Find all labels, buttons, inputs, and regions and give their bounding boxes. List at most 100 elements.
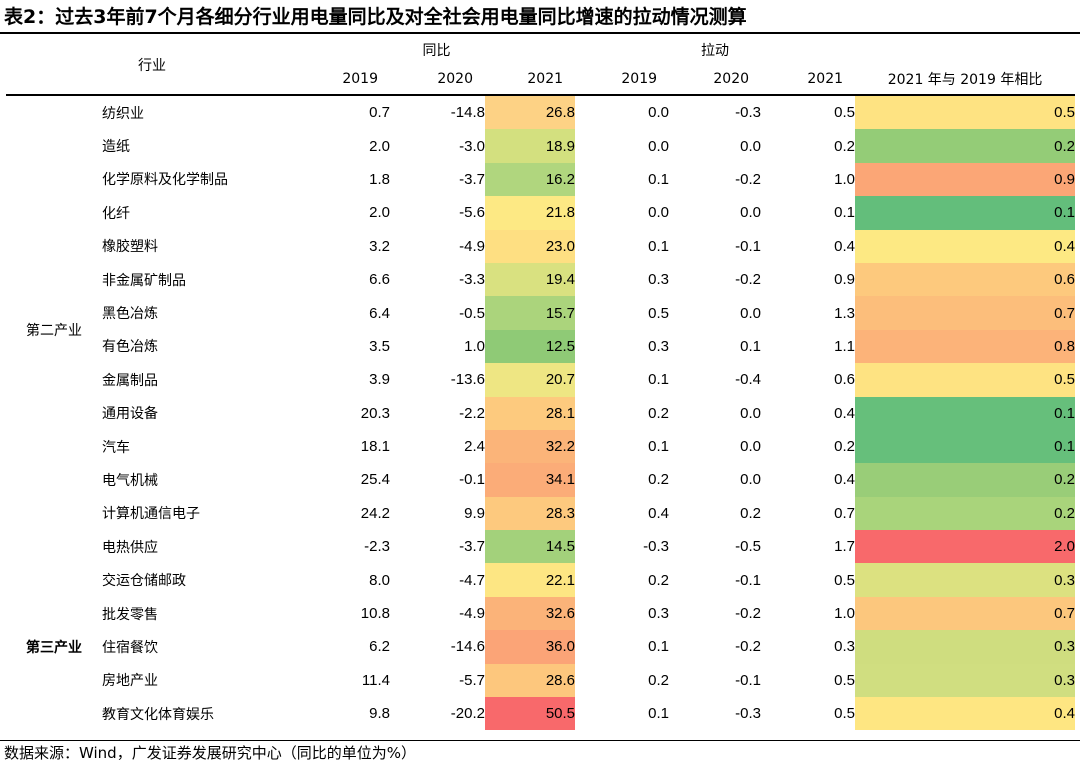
category-secondary: 第二产业: [26, 322, 82, 339]
industry-name: 橡胶塑料: [102, 239, 158, 256]
pull-2020: 0.0: [740, 404, 762, 422]
yoy-2019: 11.4: [361, 671, 390, 689]
header-group-yoy: 同比: [422, 42, 451, 59]
table-row: 橡胶塑料 3.2 -4.9 23.0 0.1 -0.1 0.4 0.4: [6, 229, 1076, 263]
yoy-2020: -0.5: [459, 304, 485, 322]
pull-2019: -0.3: [643, 538, 670, 556]
table-row: 第三产业 交运仓储邮政 8.0 -4.7 22.1 0.2 -0.1 0.5 0.3: [6, 563, 1076, 656]
header-compare: 2021 年与 2019 年相比: [855, 64, 1076, 96]
table-row: 第二产业 纺织业 0.7 -14.8 26.8 0.0 -0.3 0.5 0.5: [6, 95, 1076, 339]
industry-name: 通用设备: [102, 406, 158, 423]
pull-2021: 0.2: [834, 438, 856, 456]
industry-name: 化学原料及化学制品: [102, 172, 228, 189]
table-row: 住宿餐饮 6.2 -14.6 36.0 0.1 -0.2 0.3 0.3: [6, 630, 1076, 664]
yoy-2020: -3.0: [459, 137, 485, 155]
yoy-2019: -2.3: [364, 538, 390, 556]
compare-value: 0.2: [855, 463, 1076, 497]
pull-2019: 0.1: [648, 237, 670, 255]
yoy-2020: 9.9: [464, 504, 485, 522]
pull-2021: 0.4: [834, 404, 856, 422]
table-title: 表2：过去3年前7个月各细分行业用电量同比及对全社会用电量同比增速的拉动情况测算: [4, 6, 747, 28]
pull-2019: 0.3: [648, 271, 670, 289]
yoy-2021: 23.0: [485, 229, 576, 263]
pull-2021: 0.4: [834, 471, 856, 489]
compare-value: 0.4: [855, 229, 1076, 263]
pull-2021: 1.1: [834, 337, 856, 355]
yoy-2019: 3.5: [369, 337, 390, 355]
pull-2019: 0.3: [648, 337, 670, 355]
pull-2021: 1.0: [834, 170, 856, 188]
header-row-years: 2019 2020 2021 2019 2020 2021 2021 年与 20…: [6, 64, 1076, 96]
compare-value: 0.1: [855, 196, 1076, 230]
header-yoy-2019: 2019: [298, 64, 390, 96]
table-row: 化学原料及化学制品 1.8 -3.7 16.2 0.1 -0.2 1.0 0.9: [6, 162, 1076, 197]
table-row: 教育文化体育娱乐 9.8 -20.2 50.5 0.1 -0.3 0.5 0.4: [6, 697, 1076, 731]
compare-value: 0.7: [855, 296, 1076, 330]
yoy-2021: 12.5: [485, 329, 576, 364]
pull-2019: 0.0: [648, 204, 670, 222]
yoy-2020: -20.2: [450, 705, 485, 723]
industry-name: 电气机械: [102, 472, 158, 489]
yoy-2021: 20.7: [485, 363, 576, 397]
data-table: 行业 同比 拉动 2019 2020 2021 2019 2020 2021 2…: [6, 35, 1076, 731]
compare-value: 0.1: [855, 396, 1076, 430]
yoy-2019: 18.1: [360, 438, 390, 456]
table-row: 有色冶炼 3.5 1.0 12.5 0.3 0.1 1.1 0.8: [6, 329, 1076, 364]
header-yoy-2021: 2021: [485, 64, 576, 96]
yoy-2021: 36.0: [485, 630, 576, 664]
yoy-2020: -14.8: [450, 104, 485, 122]
pull-2021: 0.5: [834, 571, 856, 589]
header-group-pull: 拉动: [701, 42, 730, 59]
yoy-2020: -0.1: [459, 471, 485, 489]
compare-value: 0.2: [855, 129, 1076, 163]
pull-2019: 0.2: [648, 571, 670, 589]
pull-2021: 0.5: [834, 104, 856, 122]
yoy-2021: 15.7: [485, 296, 576, 330]
header-pull-2021: 2021: [761, 64, 856, 96]
table-row: 通用设备 20.3 -2.2 28.1 0.2 0.0 0.4 0.1: [6, 396, 1076, 430]
yoy-2020: -5.7: [459, 671, 485, 689]
industry-name: 批发零售: [102, 606, 158, 623]
table-row: 计算机通信电子 24.2 9.9 28.3 0.4 0.2 0.7 0.2: [6, 496, 1076, 531]
table-row: 汽车 18.1 2.4 32.2 0.1 0.0 0.2 0.1: [6, 429, 1076, 464]
yoy-2021: 26.8: [485, 95, 576, 130]
table-row: 非金属矿制品 6.6 -3.3 19.4 0.3 -0.2 0.9 0.6: [6, 262, 1076, 297]
pull-2020: -0.3: [735, 104, 762, 122]
yoy-2021: 32.2: [485, 429, 576, 464]
pull-2020: -0.1: [735, 237, 762, 255]
compare-value: 0.8: [855, 329, 1076, 364]
compare-value: 0.7: [855, 596, 1076, 631]
pull-2019: 0.4: [648, 504, 670, 522]
table-row: 电气机械 25.4 -0.1 34.1 0.2 0.0 0.4 0.2: [6, 463, 1076, 497]
pull-2020: 0.0: [740, 471, 762, 489]
pull-2019: 0.1: [648, 170, 670, 188]
pull-2021: 0.1: [834, 204, 856, 222]
compare-value: 0.2: [855, 496, 1076, 531]
yoy-2019: 10.8: [360, 605, 390, 623]
industry-name: 造纸: [102, 139, 130, 156]
yoy-2019: 1.8: [369, 170, 390, 188]
industry-name: 住宿餐饮: [102, 639, 158, 656]
yoy-2021: 18.9: [485, 129, 576, 163]
pull-2020: -0.1: [735, 671, 762, 689]
compare-value: 0.5: [855, 95, 1076, 130]
pull-2020: -0.2: [735, 638, 762, 656]
header-yoy-2020: 2020: [390, 64, 485, 96]
yoy-2019: 6.6: [369, 271, 390, 289]
yoy-2019: 2.0: [369, 137, 390, 155]
yoy-2021: 22.1: [485, 563, 576, 597]
industry-name: 有色冶炼: [102, 339, 158, 356]
pull-2019: 0.3: [648, 605, 670, 623]
pull-2021: 0.7: [834, 504, 856, 522]
industry-name: 化纤: [102, 205, 130, 222]
yoy-2021: 19.4: [485, 262, 576, 297]
yoy-2020: -4.7: [459, 571, 485, 589]
header-blank: [855, 35, 1075, 64]
industry-name: 纺织业: [102, 105, 144, 122]
table-row: 造纸 2.0 -3.0 18.9 0.0 0.0 0.2 0.2: [6, 129, 1076, 163]
industry-name: 教育文化体育娱乐: [102, 706, 214, 723]
pull-2021: 0.5: [834, 671, 856, 689]
compare-value: 0.1: [855, 429, 1076, 464]
yoy-2020: -14.6: [450, 638, 485, 656]
industry-name: 交运仓储邮政: [102, 573, 186, 590]
